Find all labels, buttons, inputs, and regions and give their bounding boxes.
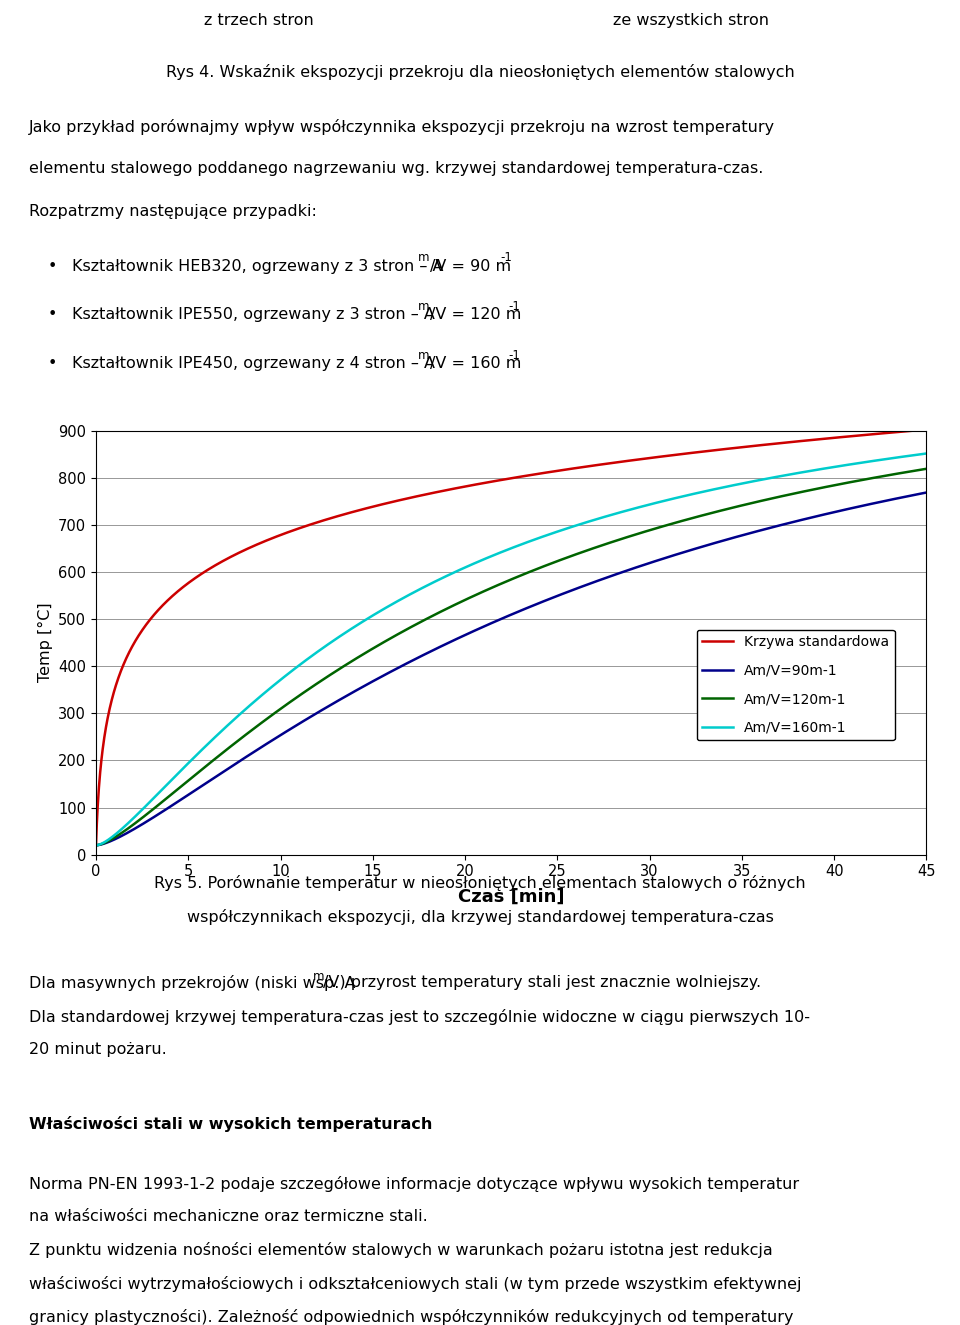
Krzywa standardowa (744, 439, 756, 454)
X-axis label: Czas [min]: Czas [min] (458, 888, 564, 906)
Text: •: • (48, 307, 58, 322)
Text: Jako przykład porównajmy wpływ współczynnika ekspozycji przekroju na wzrost temp: Jako przykład porównajmy wpływ współczyn… (29, 119, 775, 135)
Text: elementu stalowego poddanego nagrzewaniu wg. krzywej standardowej temperatura-cz: elementu stalowego poddanego nagrzewaniu… (29, 162, 763, 176)
Text: -1: -1 (509, 299, 520, 313)
Am/V=160m-1 (569, 518, 581, 534)
Text: Dla masywnych przekrojów (niski wsp. A: Dla masywnych przekrojów (niski wsp. A (29, 975, 355, 991)
Text: /V = 160 m: /V = 160 m (430, 356, 521, 371)
Am/V=120m-1 (704, 506, 715, 522)
Text: Dla standardowej krzywej temperatura-czas jest to szczególnie widoczne w ciągu p: Dla standardowej krzywej temperatura-cza… (29, 1008, 810, 1024)
Line: Krzywa standardowa: Krzywa standardowa (96, 429, 926, 845)
Text: współczynnikach ekspozycji, dla krzywej standardowej temperatura-czas: współczynnikach ekspozycji, dla krzywej … (186, 909, 774, 925)
Text: 20 minut pożaru.: 20 minut pożaru. (29, 1043, 166, 1057)
Text: Norma PN-EN 1993-1-2 podaje szczegółowe informacje dotyczące wpływu wysokich tem: Norma PN-EN 1993-1-2 podaje szczegółowe … (29, 1175, 799, 1191)
Krzywa standardowa (472, 476, 484, 492)
Text: Rozpatrzmy następujące przypadki:: Rozpatrzmy następujące przypadki: (29, 204, 317, 219)
Am/V=160m-1 (90, 837, 102, 853)
Line: Am/V=120m-1: Am/V=120m-1 (96, 469, 926, 845)
Text: Rys 4. Wskaźnik ekspozycji przekroju dla nieosłoniętych elementów stalowych: Rys 4. Wskaźnik ekspozycji przekroju dla… (166, 64, 794, 80)
Am/V=90m-1 (921, 485, 932, 501)
Am/V=90m-1 (365, 674, 376, 690)
Text: z trzech stron: z trzech stron (204, 13, 314, 28)
Text: /V = 120 m: /V = 120 m (430, 307, 521, 322)
Am/V=120m-1 (918, 461, 929, 477)
Y-axis label: Temp [°C]: Temp [°C] (37, 603, 53, 682)
Am/V=160m-1 (365, 608, 376, 624)
Text: /V) przyrost temperatury stali jest znacznie wolniejszy.: /V) przyrost temperatury stali jest znac… (323, 975, 761, 990)
Am/V=90m-1 (704, 537, 715, 553)
Krzywa standardowa (897, 424, 908, 440)
Am/V=90m-1 (903, 488, 915, 504)
Text: ze wszystkich stron: ze wszystkich stron (613, 13, 769, 28)
Am/V=120m-1 (569, 547, 581, 563)
Text: Właściwości stali w wysokich temperaturach: Właściwości stali w wysokich temperatura… (29, 1116, 432, 1132)
Am/V=120m-1 (656, 519, 667, 535)
Text: •: • (48, 258, 58, 274)
Am/V=120m-1 (921, 461, 932, 477)
Text: -1: -1 (501, 250, 513, 264)
Text: m: m (419, 348, 430, 362)
Am/V=90m-1 (569, 582, 581, 598)
Am/V=160m-1 (704, 482, 715, 498)
Text: Rys 5. Porównanie temperatur w nieosłoniętych elementach stalowych o różnych: Rys 5. Porównanie temperatur w nieosłoni… (155, 876, 805, 892)
Am/V=90m-1 (656, 551, 667, 567)
Krzywa standardowa (132, 628, 144, 644)
Legend: Krzywa standardowa, Am/V=90m-1, Am/V=120m-1, Am/V=160m-1: Krzywa standardowa, Am/V=90m-1, Am/V=120… (697, 629, 895, 741)
Am/V=90m-1 (90, 837, 102, 853)
Text: Kształtownik IPE550, ogrzewany z 3 stron – A: Kształtownik IPE550, ogrzewany z 3 stron… (72, 307, 435, 322)
Krzywa standardowa (494, 472, 506, 488)
Krzywa standardowa (921, 421, 932, 437)
Am/V=120m-1 (365, 641, 376, 657)
Text: m: m (419, 250, 430, 264)
Text: Z punktu widzenia nośności elementów stalowych w warunkach pożaru istotna jest r: Z punktu widzenia nośności elementów sta… (29, 1243, 773, 1259)
Line: Am/V=160m-1: Am/V=160m-1 (96, 453, 926, 845)
Am/V=160m-1 (656, 494, 667, 510)
Text: Kształtownik HEB320, ogrzewany z 3 stron – A: Kształtownik HEB320, ogrzewany z 3 stron… (72, 258, 444, 274)
Text: właściwości wytrzymałościowych i odkształceniowych stali (w tym przede wszystkim: właściwości wytrzymałościowych i odkszta… (29, 1276, 802, 1292)
Am/V=90m-1 (918, 485, 929, 501)
Text: /V = 90 m: /V = 90 m (430, 258, 511, 274)
Am/V=160m-1 (921, 445, 932, 461)
Am/V=120m-1 (903, 464, 915, 480)
Text: m: m (313, 970, 324, 983)
Krzywa standardowa (896, 424, 907, 440)
Text: •: • (48, 356, 58, 371)
Text: Kształtownik IPE450, ogrzewany z 4 stron – A: Kształtownik IPE450, ogrzewany z 4 stron… (72, 356, 435, 371)
Am/V=160m-1 (903, 448, 915, 464)
Text: na właściwości mechaniczne oraz termiczne stali.: na właściwości mechaniczne oraz termiczn… (29, 1208, 427, 1224)
Am/V=120m-1 (90, 837, 102, 853)
Line: Am/V=90m-1: Am/V=90m-1 (96, 493, 926, 845)
Krzywa standardowa (90, 837, 102, 853)
Am/V=160m-1 (918, 447, 929, 462)
Text: -1: -1 (509, 348, 520, 362)
Text: granicy plastyczności). Zależność odpowiednich współczynników redukcyjnych od te: granicy plastyczności). Zależność odpowi… (29, 1309, 793, 1325)
Text: m: m (419, 299, 430, 313)
